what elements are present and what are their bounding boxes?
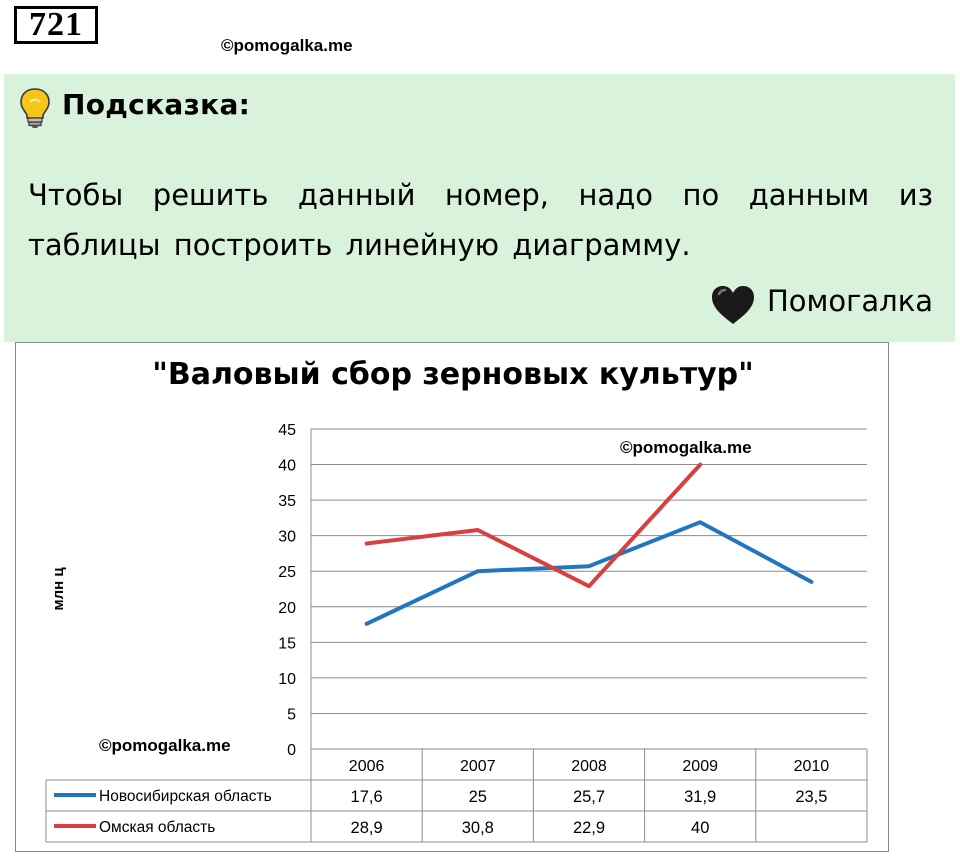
chart-frame: "Валовый сбор зерновых культур" 0 5 10 15 20… xyxy=(15,342,889,852)
chart-title: "Валовый сбор зерновых культур" xyxy=(152,357,754,392)
legend-label: Омская область xyxy=(99,819,215,836)
data-label: 28,9 xyxy=(351,819,383,837)
x-category-label: 2006 xyxy=(349,758,385,775)
y-tick-label: 15 xyxy=(278,635,296,652)
problem-number: 721 xyxy=(14,6,98,44)
hint-text: Чтобы решить данный номер, надо по данны… xyxy=(28,178,933,262)
data-label: 22,9 xyxy=(573,819,605,837)
heart-icon xyxy=(712,286,754,324)
lightbulb-icon xyxy=(20,88,50,128)
line-chart: 0 5 10 15 20 25 30 35 40 45 млн ц 2006 2007 2008 2009 2… xyxy=(45,422,868,843)
watermark-top: ©pomogalka.me xyxy=(221,36,353,55)
x-category-label: 2008 xyxy=(571,758,607,775)
watermark-chart-bottom: ©pomogalka.me xyxy=(99,736,231,755)
data-label: 31,9 xyxy=(684,788,716,806)
y-tick-label: 30 xyxy=(278,529,296,546)
y-tick-label: 40 xyxy=(278,458,296,475)
series-line xyxy=(364,520,814,626)
x-category-label: 2009 xyxy=(682,758,718,775)
y-tick-label: 10 xyxy=(278,671,296,688)
y-tick-label: 45 xyxy=(278,422,296,439)
data-label: 17,6 xyxy=(351,788,383,806)
x-category-label: 2010 xyxy=(794,758,830,775)
watermark-chart-top: ©pomogalka.me xyxy=(620,438,752,457)
legend-label: Новосибирская область xyxy=(99,788,272,805)
data-label: 40 xyxy=(691,819,709,837)
y-axis-label: млн ц xyxy=(50,567,67,611)
x-category-label: 2007 xyxy=(460,758,496,775)
data-label: 30,8 xyxy=(462,819,494,837)
y-tick-label: 5 xyxy=(287,706,296,723)
series-line xyxy=(364,462,703,589)
y-tick-label: 0 xyxy=(287,742,296,759)
data-label: 23,5 xyxy=(795,788,827,806)
brand-label: Помогалка xyxy=(767,284,933,318)
hint-panel: Подсказка: Чтобы решить данный номер, на… xyxy=(4,74,955,342)
data-label: 25 xyxy=(469,788,487,806)
y-tick-label: 25 xyxy=(278,564,296,581)
y-tick-label: 20 xyxy=(278,600,296,617)
hint-title: Подсказка: xyxy=(62,88,251,121)
y-tick-label: 35 xyxy=(278,493,296,510)
data-label: 25,7 xyxy=(573,788,605,806)
